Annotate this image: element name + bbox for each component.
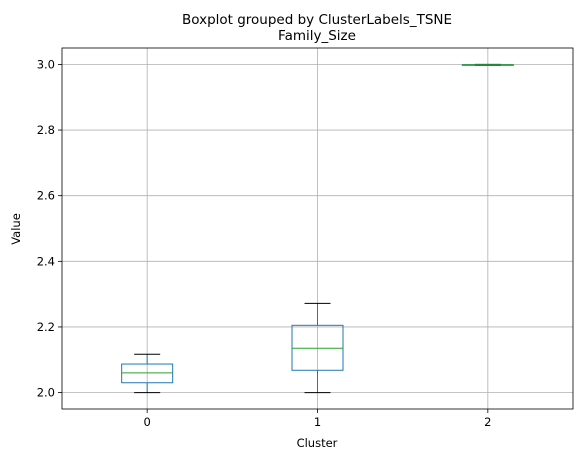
y-tick-label: 3.0	[37, 57, 55, 71]
box-group-cluster-0	[121, 353, 174, 394]
x-tick-label: 2	[484, 415, 491, 429]
y-tick-label: 2.0	[37, 386, 55, 400]
y-tick-label: 2.6	[37, 189, 55, 203]
y-tick-label: 2.2	[37, 320, 55, 334]
tick-layer: 2.0 2.2 2.4 2.6 2.8 3.0 0 1 2	[37, 57, 492, 429]
grid-layer	[62, 48, 573, 409]
x-axis-label: Cluster	[297, 436, 338, 450]
x-tick-label: 1	[314, 415, 321, 429]
y-axis-label: Value	[9, 213, 23, 245]
chart-title: Family_Size	[278, 28, 356, 44]
y-tick-label: 2.4	[37, 254, 55, 268]
chart-suptitle: Boxplot grouped by ClusterLabels_TSNE	[182, 12, 452, 28]
box-group-cluster-2	[461, 63, 514, 66]
box-layer	[121, 63, 514, 394]
box-group-cluster-1	[291, 302, 344, 394]
y-tick-label: 2.8	[37, 123, 55, 137]
x-tick-label: 0	[144, 415, 151, 429]
